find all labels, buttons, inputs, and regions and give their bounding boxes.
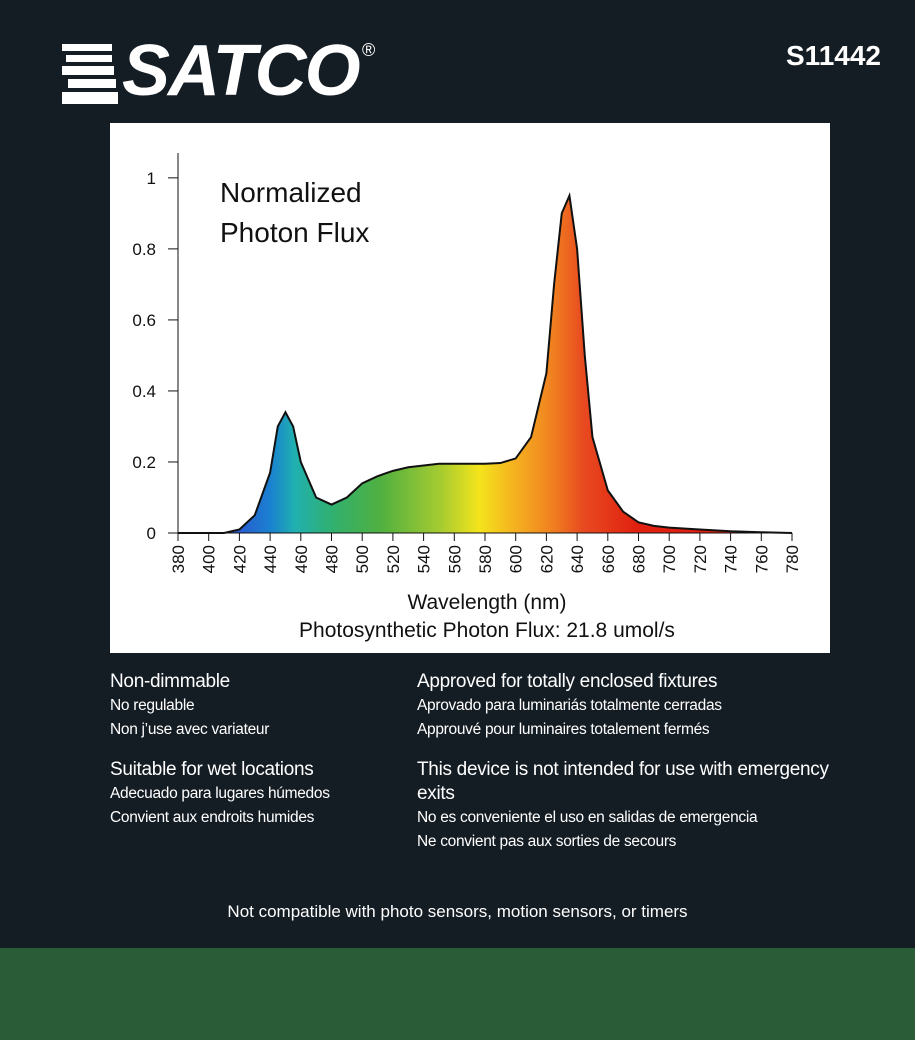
x-tick-label: 460 (292, 545, 311, 573)
chart-panel: 0 0.2 0.4 0.6 0.8 1 380 400 420 440 460 480 500 520 54… (110, 123, 830, 653)
notes-right: Approved for totally enclosed fixtures Ap… (417, 670, 837, 870)
notes-left: Non-dimmable No regulable Non j’use avec v… (110, 670, 530, 846)
note-block: This device is not intended for use with… (417, 758, 837, 854)
spectrum-fill (178, 195, 792, 533)
annotation: Photosynthetic Photon Flux: 21.8 umol/s (299, 619, 675, 642)
note-line: No regulable (110, 697, 195, 714)
x-tick-label: 440 (261, 545, 280, 573)
x-tick-label: 740 (722, 545, 741, 573)
chart: 0 0.2 0.4 0.6 0.8 1 380 400 420 440 460 480 500 520 54… (132, 153, 802, 642)
footer: Not compatible with photo sensors, motio… (227, 902, 688, 921)
y-tick-label: 0.2 (132, 453, 156, 472)
x-tick-label: 600 (507, 545, 526, 573)
logo-icon (62, 44, 118, 104)
x-tick-label: 580 (476, 545, 495, 573)
note-line: Approuvé pour luminaires totalement ferm… (417, 721, 710, 738)
x-tick-label: 680 (630, 545, 649, 573)
chart-title: Normalized Photon Flux (220, 177, 370, 248)
x-tick-label: 620 (537, 545, 556, 573)
x-tick-label: 660 (599, 545, 618, 573)
x-tick-label: 720 (691, 545, 710, 573)
note-line: Aprovado para luminariás totalmente cerr… (417, 697, 722, 714)
y-tick-label: 0.8 (132, 240, 156, 259)
note-block: Approved for totally enclosed fixtures Ap… (417, 670, 837, 742)
x-tick-label: 500 (353, 545, 372, 573)
x-tick-label: 480 (323, 545, 342, 573)
y-tick-label: 0.4 (132, 382, 156, 401)
note-block: Non-dimmable No regulable Non j’use avec v… (110, 670, 530, 742)
green-band (0, 948, 915, 1040)
note-block: Suitable for wet locations Adecuado para … (110, 758, 530, 830)
x-axis-label: Wavelength (nm) (407, 591, 566, 614)
x-tick-label: 560 (445, 545, 464, 573)
y-tick-label: 0 (147, 524, 156, 543)
brand: SATCO (122, 31, 361, 111)
note-heading: Approved for totally enclosed fixtures (417, 671, 718, 692)
note-line: No es conveniente el uso en salidas de e… (417, 809, 758, 826)
model-number: S11442 (786, 40, 881, 71)
x-tick-label: 700 (660, 545, 679, 573)
x-tick-label: 760 (752, 545, 771, 573)
note-heading: Suitable for wet locations (110, 759, 314, 780)
x-tick-label: 400 (200, 545, 219, 573)
note-heading: Non-dimmable (110, 671, 230, 692)
x-tick-label: 640 (568, 545, 587, 573)
note-line: Ne convient pas aux sorties de secours (417, 833, 677, 850)
note-heading: This device is not intended for use with… (417, 759, 829, 804)
x-tick-label: 540 (415, 545, 434, 573)
spectrum-area (178, 191, 793, 534)
x-tick-label: 520 (384, 545, 403, 573)
y-tick-label: 0.6 (132, 311, 156, 330)
brand-mark: ® (362, 40, 376, 60)
note-line: Adecuado para lugares húmedos (110, 785, 330, 802)
x-tick-label: 380 (169, 545, 188, 573)
y-tick-label: 1 (147, 169, 156, 188)
note-line: Convient aux endroits humides (110, 809, 315, 826)
x-tick-label: 780 (783, 545, 802, 573)
x-tick-label: 420 (230, 545, 249, 573)
note-line: Non j’use avec variateur (110, 721, 270, 738)
